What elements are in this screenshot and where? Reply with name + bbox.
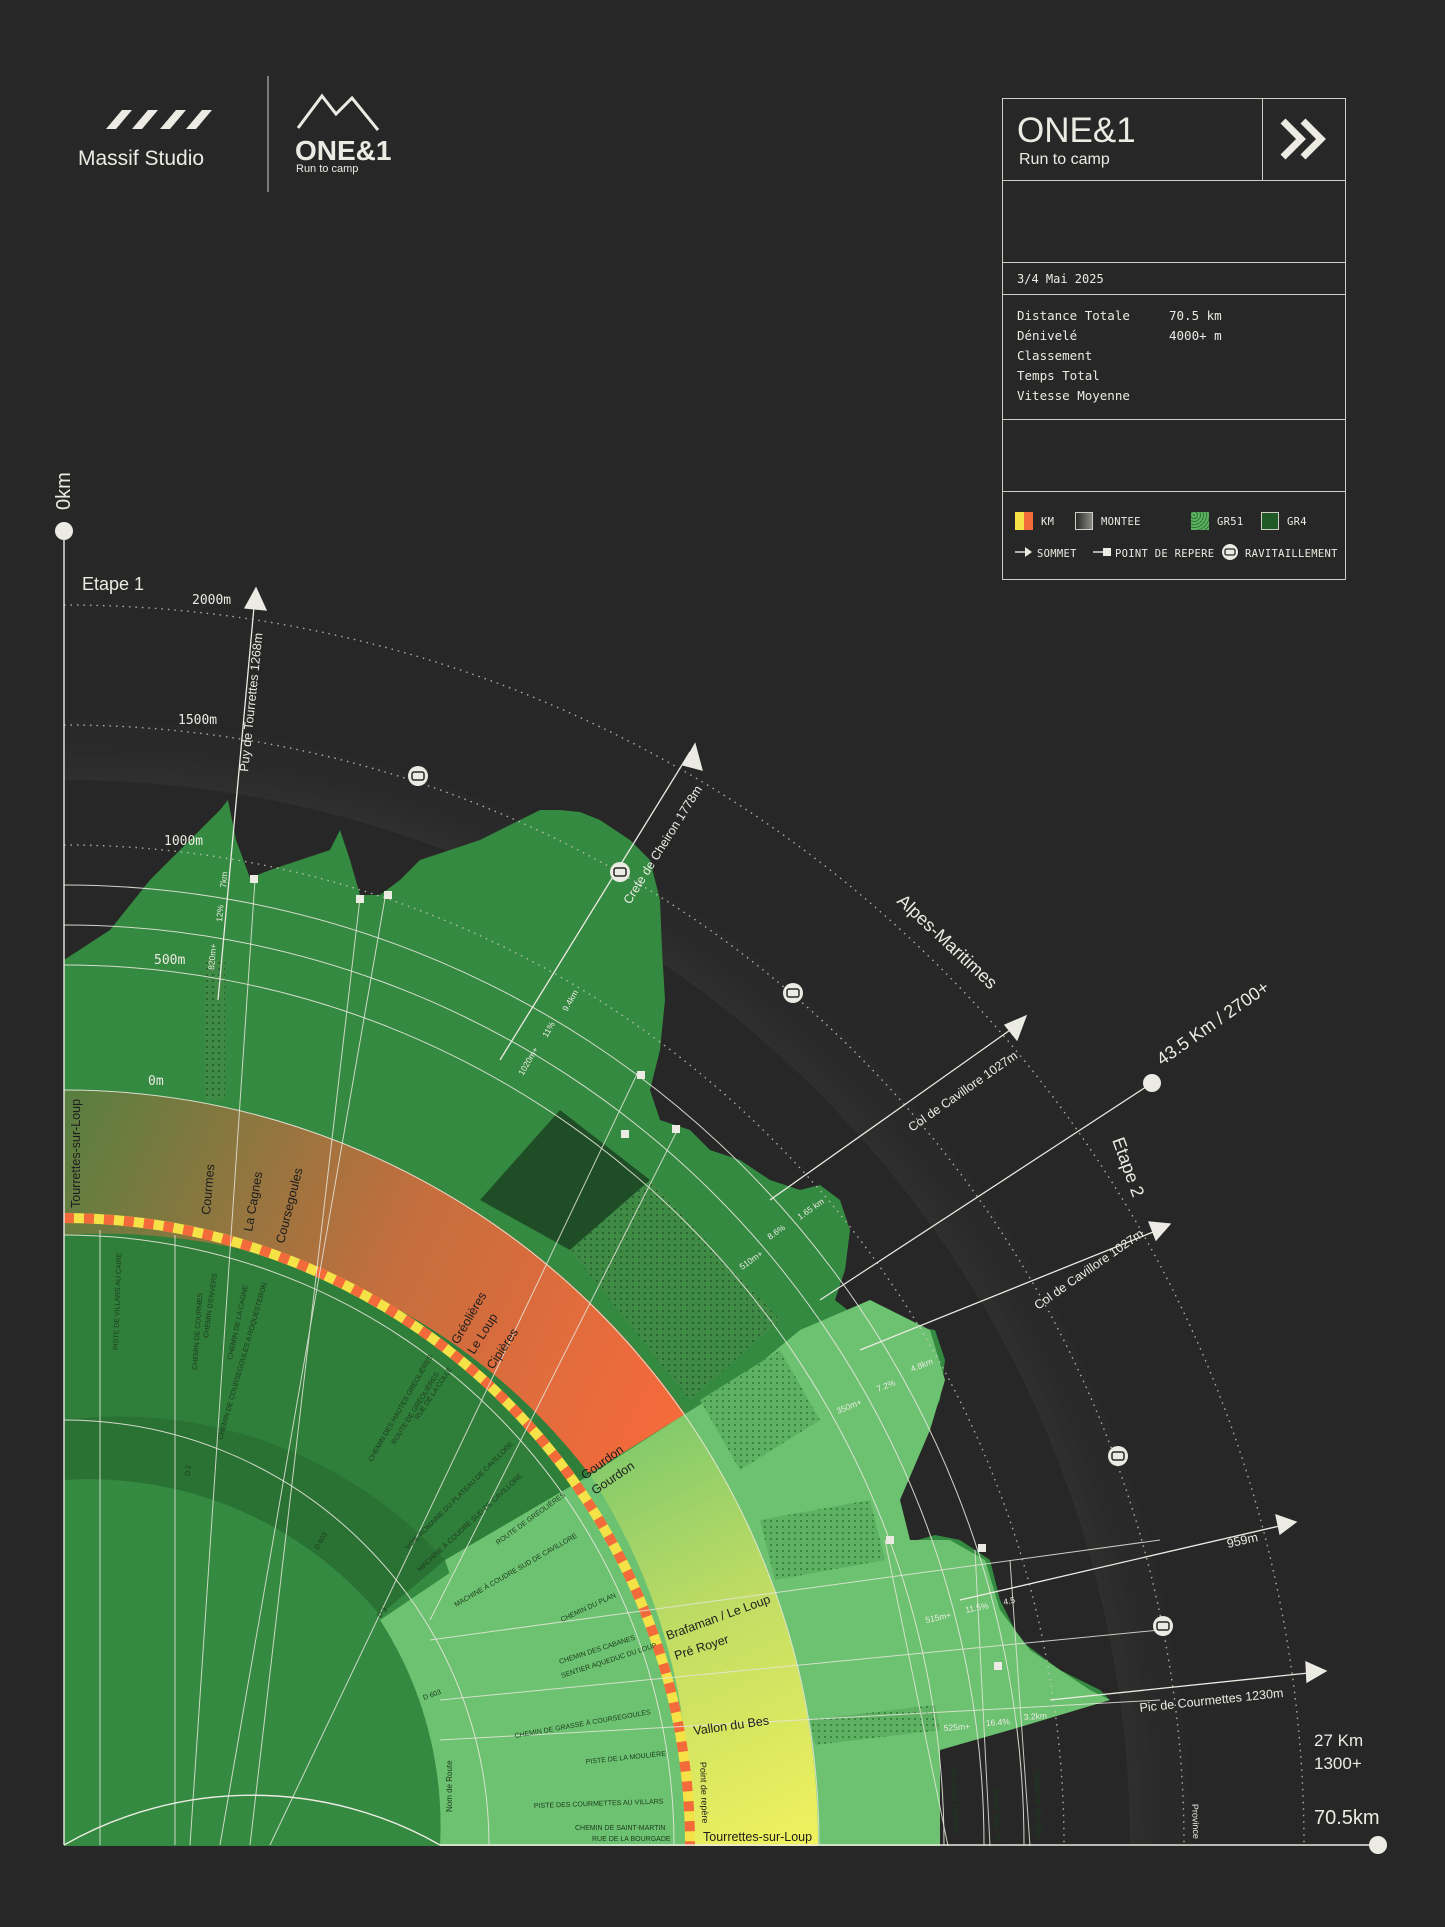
inner-dotted-2 bbox=[760, 1500, 885, 1580]
inner-band bbox=[590, 1414, 819, 1846]
etape1-label: Etape 1 bbox=[82, 574, 144, 594]
legend-swatch-montee bbox=[1075, 512, 1093, 530]
svg-text:CHEMIN DE SAINT-MARTIN: CHEMIN DE SAINT-MARTIN bbox=[575, 1825, 666, 1832]
svg-text:820m+: 820m+ bbox=[206, 943, 218, 970]
nom-route-label: Nom de Route bbox=[445, 1760, 454, 1812]
sector-dotted-2 bbox=[205, 960, 225, 1100]
summit-label-4: Col de Cavillore 1027m bbox=[1032, 1226, 1146, 1312]
legend-label: SOMMET bbox=[1037, 548, 1077, 560]
repere-icon bbox=[1093, 548, 1111, 556]
panel-date-row: 3/4 Mai 2025 bbox=[1003, 263, 1345, 295]
svg-text:525m+: 525m+ bbox=[943, 1721, 970, 1733]
legend-swatch-gr51 bbox=[1191, 512, 1209, 530]
svg-text:12%: 12% bbox=[214, 904, 225, 922]
legend-swatch-gr4 bbox=[1261, 512, 1279, 530]
panel-blank-2 bbox=[1003, 420, 1345, 492]
forward-button[interactable] bbox=[1262, 99, 1345, 180]
elev-label-1500: 1500m bbox=[178, 713, 217, 728]
svg-text:Dénivelé Montée: Dénivelé Montée bbox=[949, 1767, 961, 1835]
stat-label: Classement bbox=[1017, 348, 1093, 363]
inner-darker-ring bbox=[64, 1416, 445, 1615]
axis-start-dot bbox=[55, 522, 73, 540]
event-logo: ONE&1 bbox=[295, 135, 391, 166]
legend-label: KM bbox=[1041, 516, 1055, 528]
svg-text:Pente Moy. %: Pente Moy. % bbox=[991, 1787, 1003, 1843]
svg-text:4.5: 4.5 bbox=[1002, 1595, 1016, 1607]
ravitaillement-icons bbox=[408, 766, 1173, 1636]
svg-text:16.4%: 16.4% bbox=[985, 1716, 1010, 1728]
summit-label-5: 959m bbox=[1226, 1530, 1260, 1551]
point-repere-label: Point de repère bbox=[698, 1762, 710, 1824]
event-logo-mountain bbox=[296, 93, 380, 131]
panel-legend: KM MONTEE GR51 GR4 SOMMET POINT DE REPER… bbox=[1003, 492, 1345, 580]
massif-studio-logo bbox=[106, 110, 212, 129]
double-chevron-icon bbox=[1280, 118, 1326, 160]
axis-start-label: 0km bbox=[53, 472, 75, 510]
ravito-icon bbox=[1222, 544, 1238, 560]
svg-text:7km: 7km bbox=[218, 871, 229, 888]
svg-text:3.2km: 3.2km bbox=[1023, 1710, 1047, 1722]
stat-label: Temps Total bbox=[1017, 368, 1100, 383]
svg-text:Distance Montée: Distance Montée bbox=[1032, 1770, 1044, 1838]
legend-label: MONTEE bbox=[1101, 516, 1141, 528]
outer-band bbox=[64, 1089, 685, 1492]
legend-label: POINT DE REPERE bbox=[1115, 548, 1215, 560]
svg-text:11.5%: 11.5% bbox=[964, 1600, 989, 1615]
sector-dark bbox=[480, 1110, 650, 1250]
svg-text:RUE DE LA BOURGADE: RUE DE LA BOURGADE bbox=[592, 1836, 671, 1843]
event-date: 3/4 Mai 2025 bbox=[1017, 272, 1104, 286]
inner-dark-quarter bbox=[64, 1233, 590, 1560]
elev-label-0: 0m bbox=[148, 1074, 164, 1089]
panel-title: ONE&1 bbox=[1017, 111, 1136, 150]
etape2-label: Etape 2 bbox=[1108, 1135, 1148, 1200]
mid-km-label: 27 Km bbox=[1314, 1731, 1363, 1750]
svg-text:PISTE DES COURMETTES AU VILLAR: PISTE DES COURMETTES AU VILLARS bbox=[534, 1798, 664, 1810]
place-label: Tourrettes-sur-Loup bbox=[703, 1830, 812, 1844]
inner-dotted-3 bbox=[810, 1705, 940, 1745]
region-label: Alpes-Maritimes bbox=[893, 890, 1001, 993]
stat-value: 4000+ m bbox=[1169, 328, 1222, 343]
info-panel: ONE&1 Run to camp 3/4 Mai 2025 Distance … bbox=[1002, 98, 1346, 580]
panel-header: ONE&1 Run to camp bbox=[1003, 99, 1345, 181]
legend-label: GR4 bbox=[1287, 516, 1307, 528]
km-stripe bbox=[64, 1213, 696, 1846]
place-label: Courmes bbox=[199, 1164, 217, 1216]
svg-text:Province: Province bbox=[1190, 1804, 1201, 1839]
axis-end-label: 70.5km bbox=[1314, 1807, 1380, 1829]
sector-dotted bbox=[570, 1180, 780, 1400]
km43-label: 43.5 Km / 2700+ bbox=[1153, 977, 1273, 1069]
elev-label-1000: 1000m bbox=[164, 834, 203, 849]
event-logo-sub: Run to camp bbox=[296, 163, 358, 175]
stat-label: Distance Totale bbox=[1017, 308, 1130, 323]
svg-text:D 2: D 2 bbox=[185, 1465, 192, 1476]
stat-label: Dénivelé bbox=[1017, 328, 1078, 343]
sommet-icon bbox=[1015, 547, 1032, 557]
legend-label: GR51 bbox=[1217, 516, 1244, 528]
elev-label-500: 500m bbox=[154, 953, 185, 968]
svg-text:PISTE DE VILLARS AU CAIRE: PISTE DE VILLARS AU CAIRE bbox=[113, 1252, 123, 1350]
stat-label: Vitesse Moyenne bbox=[1017, 388, 1130, 403]
panel-stats: Distance Totale 70.5 km Dénivelé 4000+ m… bbox=[1003, 295, 1345, 420]
axis-end-dot bbox=[1369, 1836, 1387, 1854]
studio-name: Massif Studio bbox=[78, 147, 204, 170]
panel-blank-1 bbox=[1003, 181, 1345, 263]
legend-swatch-km bbox=[1015, 512, 1033, 530]
place-label: Tourrettes-sur-Loup bbox=[69, 1099, 83, 1208]
panel-subtitle: Run to camp bbox=[1019, 151, 1110, 168]
stat-value: 70.5 km bbox=[1169, 308, 1222, 323]
inner-dotted bbox=[700, 1350, 820, 1470]
elev-label-2000: 2000m bbox=[192, 593, 231, 608]
mid-climb-label: 1300+ bbox=[1314, 1754, 1362, 1773]
legend-label: RAVITAILLEMENT bbox=[1245, 548, 1338, 560]
